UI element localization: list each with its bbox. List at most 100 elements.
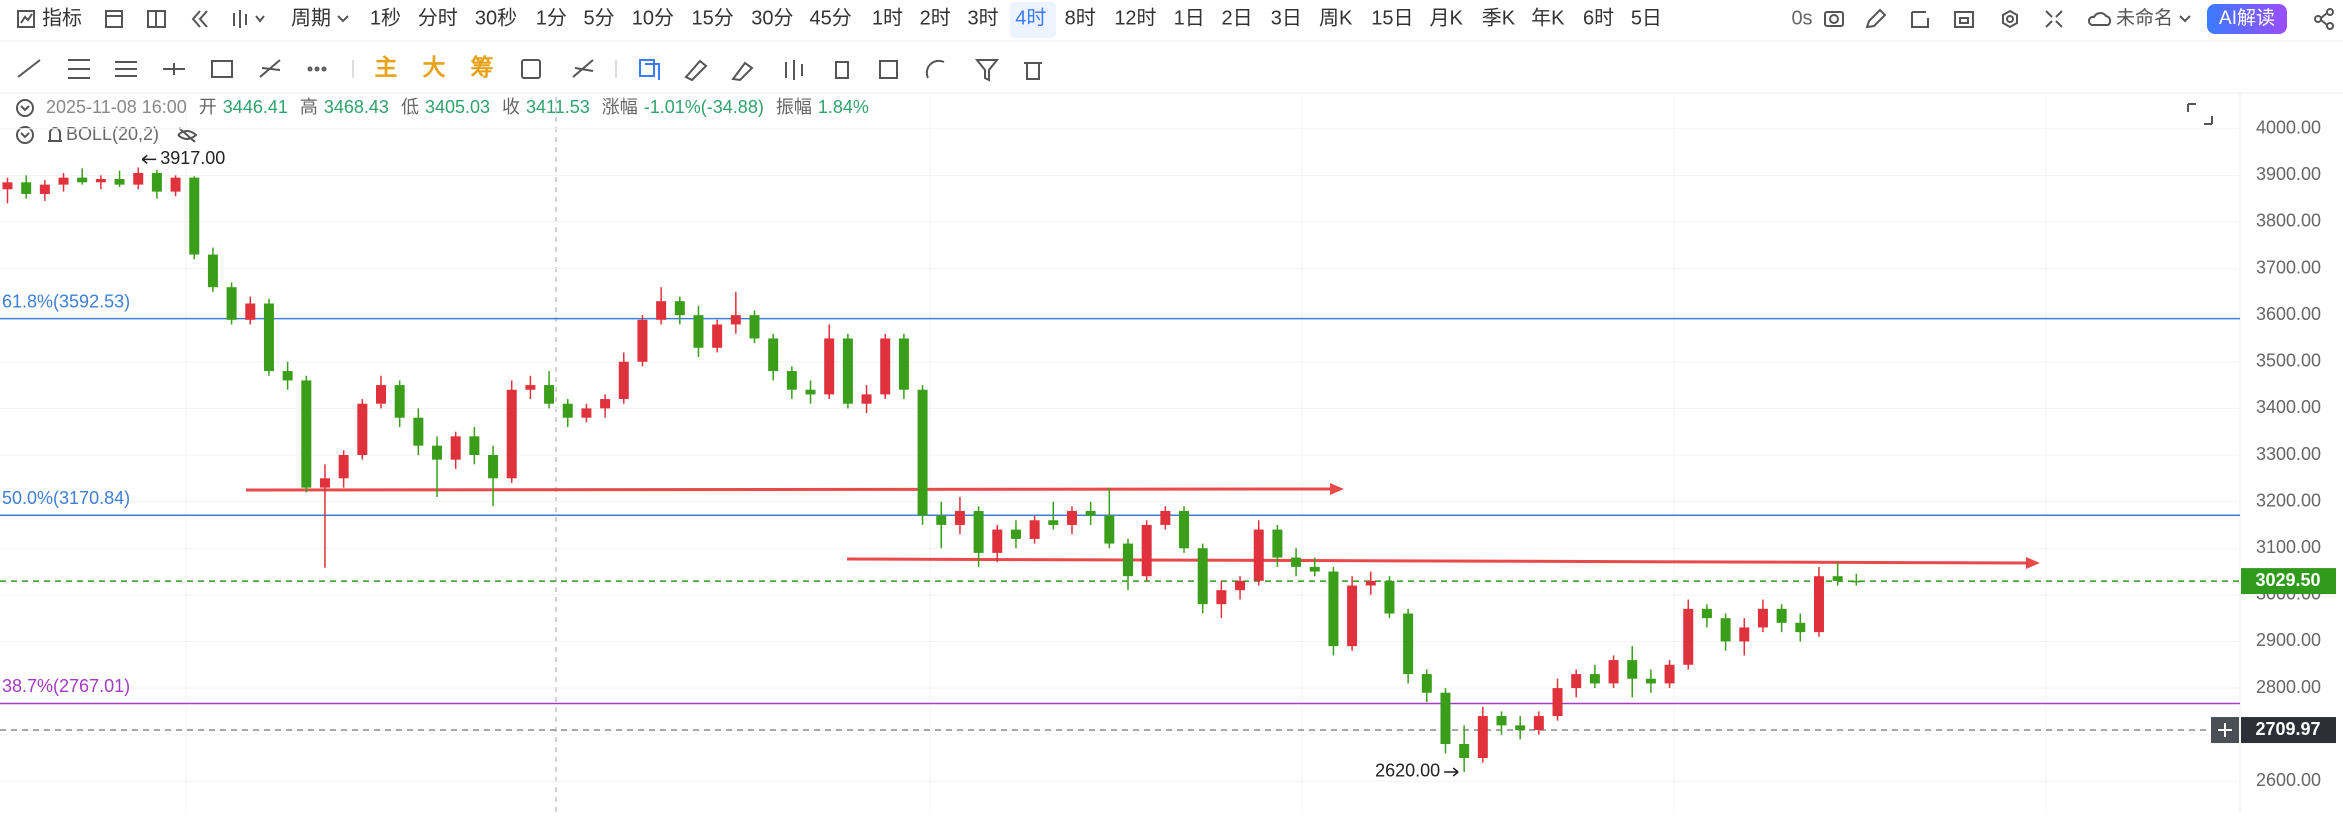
info-field-value: 3411.53 [526, 97, 590, 117]
interval-option[interactable]: 3时 [967, 6, 998, 29]
window-icon[interactable] [1911, 11, 1929, 28]
interval-option[interactable]: 月K [1430, 7, 1464, 29]
chip-tool[interactable]: 大 [423, 54, 446, 80]
candle-body [712, 324, 723, 348]
interval-option[interactable]: 年K [1531, 6, 1565, 29]
y-tick-label: 3800.00 [2256, 211, 2321, 231]
candle-body [992, 529, 1003, 553]
interval-option[interactable]: 1分 [536, 6, 567, 29]
chart-type-icon[interactable] [233, 10, 265, 28]
interval-option[interactable]: 10分 [632, 6, 674, 29]
candle-body [1123, 543, 1133, 577]
candle-body [562, 403, 573, 418]
drawing-tools[interactable] [17, 59, 1042, 82]
interval-option[interactable]: 2时 [920, 6, 951, 29]
camera-icon[interactable] [1824, 11, 1844, 27]
interval-option[interactable]: 30秒 [475, 6, 517, 29]
interval-option[interactable]: 30分 [751, 6, 793, 29]
indicator-icon[interactable] [17, 10, 35, 28]
interval-option[interactable]: 季K [1482, 6, 1516, 29]
candle-body [1328, 571, 1339, 647]
candle-body [394, 385, 405, 418]
ai-button[interactable] [2207, 4, 2287, 34]
save-icon[interactable] [1954, 11, 1974, 28]
candle-body [301, 380, 312, 488]
interval-option[interactable]: 15分 [692, 6, 734, 29]
interval-option[interactable]: 45分 [810, 6, 852, 29]
y-tick-label: 3900.00 [2256, 164, 2321, 184]
y-tick-label: 3300.00 [2256, 444, 2321, 464]
layout-icon[interactable] [147, 10, 166, 28]
layout-name[interactable]: 未命名 [2116, 7, 2173, 29]
candle-body [656, 301, 667, 320]
interval-option[interactable]: 8时 [1065, 6, 1096, 29]
period-label[interactable]: 周期 [291, 7, 331, 29]
add-alert-plus [2218, 723, 2232, 738]
chip-tool[interactable]: 主 [375, 54, 398, 80]
y-tick-label: 3400.00 [2256, 397, 2321, 417]
replay-icon[interactable] [191, 10, 208, 28]
candle-body [1216, 590, 1227, 605]
candle-body [77, 177, 88, 183]
candle-body [1459, 744, 1470, 758]
candle-body [2, 182, 13, 190]
interval-option[interactable]: 1日 [1174, 7, 1205, 29]
hide-icon[interactable] [177, 127, 198, 143]
interval-option[interactable]: 周K [1319, 7, 1353, 29]
interval-option[interactable]: 1秒 [370, 6, 401, 29]
candle-body [1683, 608, 1694, 665]
fib-level-label: 61.8%(3592.53) [2, 291, 130, 311]
ai-button-label[interactable]: AI解读 [2219, 7, 2275, 29]
candle-body [1253, 529, 1264, 581]
interval-option[interactable]: 2日 [1221, 7, 1252, 29]
collapse-icon[interactable] [16, 99, 34, 144]
candle-body [282, 371, 293, 381]
calendar-icon[interactable] [105, 10, 123, 28]
candle-body [1421, 674, 1432, 693]
interval-option[interactable]: 3日 [1271, 7, 1302, 29]
interval-option[interactable]: 5分 [584, 6, 615, 29]
expand-icon[interactable] [2187, 103, 2213, 125]
candle-body [1347, 585, 1358, 647]
fullscreen-icon[interactable] [2045, 10, 2063, 28]
settings-icon[interactable] [2002, 9, 2018, 29]
price-tag-label: 2709.97 [2255, 719, 2320, 739]
candle-body [319, 478, 330, 488]
info-field-name: 涨幅 [602, 97, 638, 117]
period-chevron[interactable] [337, 15, 349, 23]
share-icon[interactable] [2314, 8, 2334, 30]
min-arrow [1444, 767, 1459, 777]
info-field-name: 低 [401, 97, 419, 117]
layout-chevron[interactable] [2179, 15, 2191, 23]
interval-option[interactable]: 15日 [1371, 7, 1413, 29]
interval-option[interactable]: 6时 [1583, 6, 1614, 29]
candle-body [600, 399, 611, 409]
interval-option[interactable]: 分时 [418, 6, 458, 29]
candle-body [338, 455, 349, 479]
candle-body [226, 287, 237, 320]
candle-body [506, 389, 517, 479]
candle-body [1813, 576, 1824, 633]
candle-body [58, 177, 69, 185]
candle-body [1589, 674, 1600, 684]
max-label: 3917.00 [160, 148, 225, 168]
draw-icon[interactable] [1865, 8, 1887, 29]
chip-tool[interactable]: 筹 [471, 54, 494, 80]
indicator-label[interactable]: 指标 [42, 6, 82, 29]
candle-body [954, 510, 965, 525]
fib-level-label: 50.0%(3170.84) [2, 488, 130, 508]
info-field-value: -1.01%(-34.88) [644, 97, 764, 117]
indicator-name: BOLL(20,2) [66, 124, 159, 144]
interval-option[interactable]: 1时 [872, 6, 903, 29]
top-toolbar [0, 0, 2343, 40]
candle-body [1197, 548, 1208, 605]
cloud-icon[interactable] [2087, 12, 2112, 26]
candle-body [432, 445, 443, 460]
candle-body [376, 385, 386, 404]
interval-option[interactable]: 5日 [1631, 7, 1662, 29]
interval-option[interactable]: 12时 [1114, 6, 1156, 29]
y-tick-label: 3100.00 [2256, 537, 2321, 557]
candle-body [1739, 627, 1750, 642]
interval-option[interactable]: 4时 [1015, 6, 1046, 29]
